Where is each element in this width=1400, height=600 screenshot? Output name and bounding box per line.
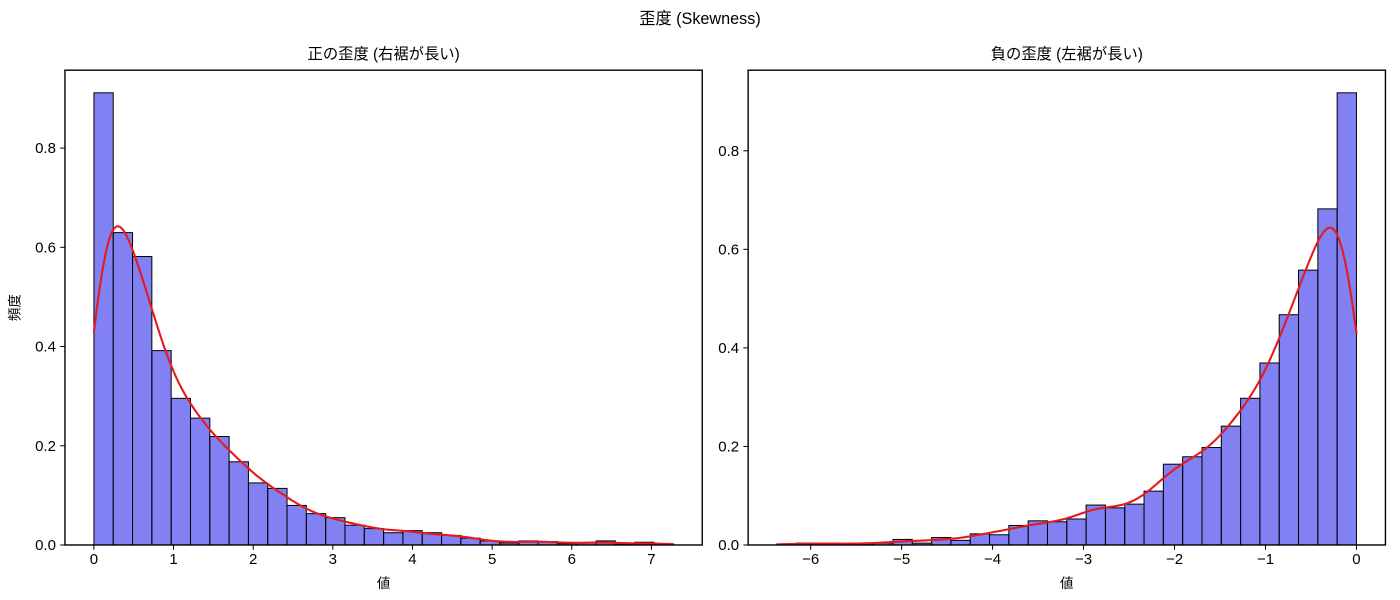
svg-text:4: 4 [408, 551, 416, 568]
svg-text:3: 3 [329, 551, 337, 568]
svg-text:−3: −3 [1075, 551, 1092, 568]
svg-text:0: 0 [90, 551, 98, 568]
svg-text:0.6: 0.6 [718, 241, 739, 258]
svg-text:0.2: 0.2 [35, 438, 56, 455]
svg-text:0.0: 0.0 [35, 537, 56, 554]
svg-text:0.2: 0.2 [718, 438, 739, 455]
svg-text:負の歪度 (左裾が長い): 負の歪度 (左裾が長い) [991, 46, 1143, 63]
svg-text:頻度: 頻度 [8, 294, 23, 321]
svg-text:6: 6 [568, 551, 576, 568]
svg-text:歪度 (Skewness): 歪度 (Skewness) [639, 10, 760, 28]
svg-text:値: 値 [1060, 576, 1074, 591]
svg-text:0.4: 0.4 [718, 340, 739, 357]
svg-text:−1: −1 [1257, 551, 1274, 568]
svg-text:0: 0 [1352, 551, 1360, 568]
svg-text:1: 1 [169, 551, 177, 568]
svg-text:−5: −5 [893, 551, 910, 568]
svg-text:5: 5 [488, 551, 496, 568]
svg-text:0.8: 0.8 [35, 140, 56, 157]
svg-text:正の歪度 (右裾が長い): 正の歪度 (右裾が長い) [308, 46, 460, 63]
svg-text:−6: −6 [802, 551, 819, 568]
svg-text:0.8: 0.8 [718, 143, 739, 160]
svg-text:2: 2 [249, 551, 257, 568]
svg-text:0.6: 0.6 [35, 239, 56, 256]
svg-text:0.4: 0.4 [35, 339, 56, 356]
svg-text:値: 値 [377, 576, 391, 591]
svg-text:7: 7 [647, 551, 655, 568]
svg-text:−2: −2 [1166, 551, 1183, 568]
svg-text:0.0: 0.0 [718, 537, 739, 554]
svg-text:−4: −4 [984, 551, 1001, 568]
